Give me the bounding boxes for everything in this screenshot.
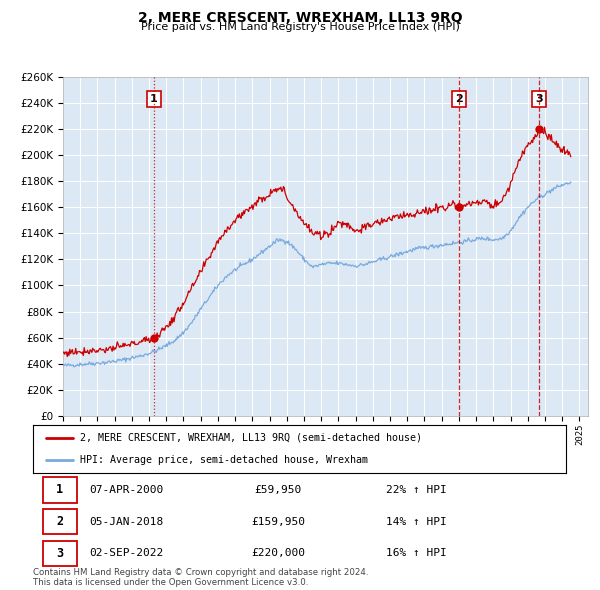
Text: £220,000: £220,000 bbox=[251, 549, 305, 558]
Text: 16% ↑ HPI: 16% ↑ HPI bbox=[386, 549, 447, 558]
Text: 2: 2 bbox=[56, 515, 64, 528]
Text: 2, MERE CRESCENT, WREXHAM, LL13 9RQ (semi-detached house): 2, MERE CRESCENT, WREXHAM, LL13 9RQ (sem… bbox=[80, 433, 422, 443]
Text: 1: 1 bbox=[56, 483, 64, 496]
Bar bbox=[43, 509, 77, 535]
Text: HPI: Average price, semi-detached house, Wrexham: HPI: Average price, semi-detached house,… bbox=[80, 455, 368, 465]
Text: 2, MERE CRESCENT, WREXHAM, LL13 9RQ: 2, MERE CRESCENT, WREXHAM, LL13 9RQ bbox=[137, 11, 463, 25]
Text: 05-JAN-2018: 05-JAN-2018 bbox=[89, 517, 163, 526]
Text: 1: 1 bbox=[150, 94, 158, 104]
Text: 2: 2 bbox=[455, 94, 463, 104]
Text: 07-APR-2000: 07-APR-2000 bbox=[89, 485, 163, 494]
Text: 3: 3 bbox=[56, 547, 64, 560]
Text: Price paid vs. HM Land Registry's House Price Index (HPI): Price paid vs. HM Land Registry's House … bbox=[140, 22, 460, 32]
Bar bbox=[43, 477, 77, 503]
Text: £159,950: £159,950 bbox=[251, 517, 305, 526]
Text: 14% ↑ HPI: 14% ↑ HPI bbox=[386, 517, 447, 526]
Text: 22% ↑ HPI: 22% ↑ HPI bbox=[386, 485, 447, 494]
Text: 02-SEP-2022: 02-SEP-2022 bbox=[89, 549, 163, 558]
Text: Contains HM Land Registry data © Crown copyright and database right 2024.
This d: Contains HM Land Registry data © Crown c… bbox=[33, 568, 368, 587]
Text: 3: 3 bbox=[535, 94, 543, 104]
Bar bbox=[43, 540, 77, 566]
Text: £59,950: £59,950 bbox=[254, 485, 302, 494]
